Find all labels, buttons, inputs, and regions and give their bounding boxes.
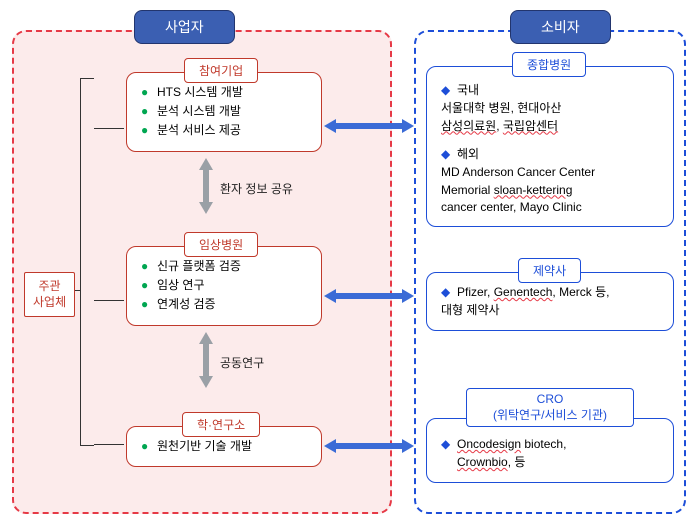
node1-item: HTS 시스템 개발 bbox=[141, 83, 307, 102]
node3-item: 원천기반 기술 개발 bbox=[141, 437, 307, 456]
main-org-text: 주관사업체 bbox=[33, 279, 66, 309]
rnode1-box: 국내 서울대학 병원, 현대아산삼성의료원, 국립암센터 해외 MD Ander… bbox=[426, 66, 674, 227]
node1-list: HTS 시스템 개발 분석 시스템 개발 분석 서비스 제공 bbox=[141, 83, 307, 141]
node2-item: 임상 연구 bbox=[141, 276, 307, 295]
v-arrow-1-label: 환자 정보 공유 bbox=[220, 180, 293, 197]
node1-title-text: 참여기업 bbox=[199, 64, 243, 78]
node2-title-text: 임상병원 bbox=[199, 238, 243, 252]
rnode1-title-text: 종합병원 bbox=[527, 58, 571, 72]
rnode1-sec1-body: 서울대학 병원, 현대아산삼성의료원, 국립암센터 bbox=[441, 100, 659, 135]
v-arrow-2 bbox=[200, 332, 212, 388]
rnode1-list: 국내 bbox=[441, 81, 659, 100]
rnode3-box: Oncodesign biotech, Crownbio, 등 bbox=[426, 418, 674, 483]
node2-list: 신규 플랫폼 검증 임상 연구 연계성 검증 bbox=[141, 257, 307, 315]
rnode3-title: CRO(위탁연구/서비스 기관) bbox=[466, 388, 634, 427]
rnode1-sec2-head: 해외 bbox=[441, 145, 659, 164]
h-arrow-1 bbox=[324, 120, 414, 132]
bracket-tick-2 bbox=[94, 300, 124, 301]
operator-header: 사업자 bbox=[134, 10, 235, 44]
rnode2-item: Pfizer, Genentech, Merck 등, bbox=[441, 283, 659, 302]
rnode3-item: Oncodesign biotech, bbox=[441, 435, 659, 454]
consumer-header-text: 소비자 bbox=[541, 19, 580, 35]
v-arrow-1 bbox=[200, 158, 212, 214]
rnode3-line2: Crownbio, 등 bbox=[441, 454, 659, 471]
h-arrow-2 bbox=[324, 290, 414, 302]
rnode1-title: 종합병원 bbox=[512, 52, 586, 77]
rnode2-title: 제약사 bbox=[518, 258, 581, 283]
operator-header-text: 사업자 bbox=[165, 19, 204, 35]
node2-item: 연계성 검증 bbox=[141, 295, 307, 314]
node1-item: 분석 시스템 개발 bbox=[141, 102, 307, 121]
node1-item: 분석 서비스 제공 bbox=[141, 121, 307, 140]
node1-title: 참여기업 bbox=[184, 58, 258, 83]
consumer-header: 소비자 bbox=[510, 10, 611, 44]
rnode1-sec1-head: 국내 bbox=[441, 81, 659, 100]
rnode2-title-text: 제약사 bbox=[533, 264, 566, 278]
node3-title-text: 학·연구소 bbox=[197, 418, 245, 432]
node3-title: 학·연구소 bbox=[182, 412, 260, 437]
node2-item: 신규 플랫폼 검증 bbox=[141, 257, 307, 276]
v-arrow-2-label: 공동연구 bbox=[220, 354, 264, 371]
node2-box: 신규 플랫폼 검증 임상 연구 연계성 검증 bbox=[126, 246, 322, 326]
bracket-line bbox=[80, 78, 94, 446]
rnode2-line2: 대형 제약사 bbox=[441, 302, 659, 319]
main-org-label: 주관사업체 bbox=[24, 272, 75, 317]
h-arrow-3 bbox=[324, 440, 414, 452]
bracket-tick-1 bbox=[94, 128, 124, 129]
bracket-tick-3 bbox=[94, 444, 124, 445]
rnode3-list: Oncodesign biotech, bbox=[441, 435, 659, 454]
rnode2-list: Pfizer, Genentech, Merck 등, bbox=[441, 283, 659, 302]
node2-title: 임상병원 bbox=[184, 232, 258, 257]
node1-box: HTS 시스템 개발 분석 시스템 개발 분석 서비스 제공 bbox=[126, 72, 322, 152]
rnode1-list2: 해외 bbox=[441, 145, 659, 164]
node3-list: 원천기반 기술 개발 bbox=[141, 437, 307, 456]
rnode1-sec2-body: MD Anderson Cancer CenterMemorial sloan-… bbox=[441, 164, 659, 216]
